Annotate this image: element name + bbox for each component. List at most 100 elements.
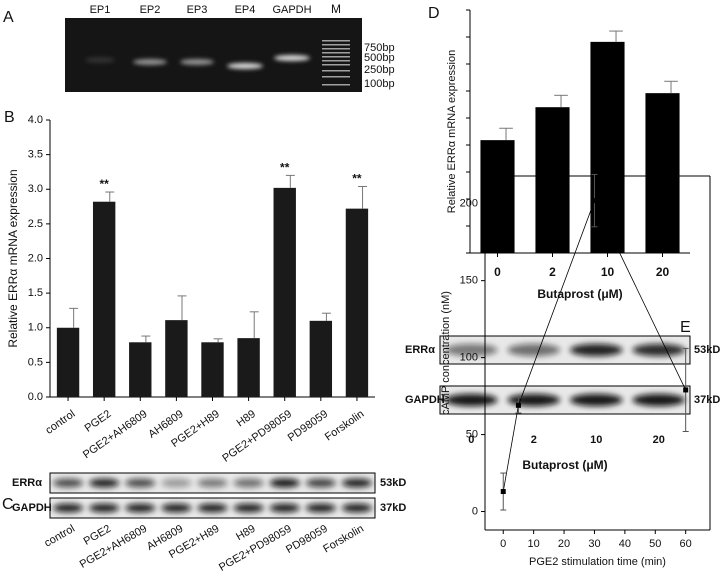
panel-letter: C bbox=[2, 496, 14, 513]
blot-band bbox=[52, 478, 84, 488]
bar bbox=[345, 208, 369, 397]
blot-band bbox=[632, 343, 685, 357]
bar bbox=[309, 320, 333, 397]
blot-band bbox=[305, 478, 337, 488]
marker-label: 750bp bbox=[364, 42, 395, 54]
blot-band bbox=[341, 503, 373, 513]
blot-band bbox=[570, 393, 623, 407]
bar bbox=[590, 41, 625, 253]
panel-letter: D bbox=[428, 5, 440, 22]
blot-band bbox=[125, 503, 156, 513]
marker-label: 100bp bbox=[364, 78, 395, 90]
gel-band bbox=[133, 59, 167, 65]
bar bbox=[92, 201, 116, 397]
bar bbox=[535, 107, 570, 253]
blot-band bbox=[507, 393, 560, 407]
row-label: GAPDH bbox=[12, 502, 52, 514]
x-tick-label: H89 bbox=[235, 408, 258, 429]
y-tick-label: 2.0 bbox=[28, 252, 43, 264]
blot-band bbox=[125, 478, 156, 488]
size-label: 37kD bbox=[694, 394, 720, 406]
lane-label: EP1 bbox=[90, 4, 111, 16]
x-tick-label: 30 bbox=[588, 538, 600, 550]
blot-band bbox=[341, 478, 373, 488]
data-line bbox=[502, 199, 687, 492]
blot-band bbox=[269, 503, 300, 513]
blot-band bbox=[570, 343, 623, 357]
lane-label: PD98059 bbox=[284, 523, 330, 556]
panel-letter: E bbox=[680, 319, 691, 336]
blot-band bbox=[161, 478, 192, 488]
lane-label: M bbox=[331, 2, 341, 16]
x-tick-label: 2 bbox=[549, 265, 556, 279]
x-tick-label: PD98059 bbox=[286, 408, 330, 444]
bar bbox=[165, 320, 188, 397]
data-point bbox=[515, 402, 521, 408]
lane-label: GAPDH bbox=[272, 4, 311, 16]
panel-letter: A bbox=[3, 9, 14, 26]
ladder-band bbox=[322, 52, 350, 54]
y-tick-label: 1.5 bbox=[28, 287, 43, 299]
significance: ** bbox=[280, 161, 290, 175]
blot-band bbox=[305, 503, 337, 513]
x-tick-label: 10 bbox=[601, 265, 615, 279]
blot-band bbox=[89, 478, 120, 488]
x-tick-label: 40 bbox=[619, 538, 631, 550]
x-tick-label: 0 bbox=[500, 538, 506, 550]
y-tick-label: 2.5 bbox=[28, 218, 43, 230]
blot-band bbox=[52, 503, 84, 513]
blot-band bbox=[161, 503, 192, 513]
data-point bbox=[683, 387, 689, 393]
lane-label: EP3 bbox=[187, 4, 208, 16]
lane-label: 2 bbox=[531, 434, 537, 446]
lane-label: 10 bbox=[590, 434, 602, 446]
x-tick-label: control bbox=[44, 408, 78, 437]
y-tick-label: 150 bbox=[460, 275, 478, 287]
bar bbox=[645, 93, 680, 253]
gel bbox=[65, 18, 362, 92]
size-label: 53kD bbox=[694, 344, 720, 356]
blot-band bbox=[233, 478, 264, 488]
lane-label: EP2 bbox=[140, 4, 161, 16]
blot-band bbox=[233, 503, 264, 513]
gel-band bbox=[274, 55, 310, 61]
blot-band bbox=[197, 478, 228, 488]
bar bbox=[56, 327, 80, 397]
x-tick-label: 20 bbox=[558, 538, 570, 550]
x-tick-label: PGE2+AH6809 bbox=[81, 408, 150, 461]
axis-title: PGE2 stimulation time (min) bbox=[529, 556, 666, 568]
x-tick-label: PGE2+PD98059 bbox=[220, 408, 294, 465]
size-label: 53kD bbox=[380, 477, 406, 489]
ladder-band bbox=[322, 56, 350, 58]
y-tick-label: 0 bbox=[472, 505, 478, 517]
blot-band bbox=[507, 343, 560, 357]
y-tick-label: 3.5 bbox=[28, 149, 43, 161]
ladder-band bbox=[322, 70, 350, 72]
axis-title: Butaprost (μM) bbox=[537, 287, 622, 301]
blot-band bbox=[632, 393, 685, 407]
ladder-band bbox=[322, 64, 350, 66]
gel-band bbox=[85, 57, 115, 63]
axis-title: Relative ERRα mRNA expression bbox=[446, 50, 458, 213]
lane-label: control bbox=[42, 523, 77, 550]
marker-label: 250bp bbox=[364, 64, 395, 76]
axis-title: cAMP concentration (nM) bbox=[440, 291, 452, 415]
x-tick-label: Forskolin bbox=[323, 408, 366, 443]
y-tick-label: 100 bbox=[460, 352, 478, 364]
blot-band bbox=[197, 503, 228, 513]
blot-band bbox=[445, 343, 498, 357]
y-tick-label: 0.0 bbox=[28, 391, 43, 403]
x-tick-label: 60 bbox=[680, 538, 692, 550]
lane-label: EP4 bbox=[235, 4, 256, 16]
x-tick-label: 10 bbox=[528, 538, 540, 550]
row-label: ERRα bbox=[405, 344, 435, 356]
blot-band bbox=[269, 478, 300, 488]
gel-band bbox=[180, 59, 214, 65]
y-tick-label: 3.0 bbox=[28, 183, 43, 195]
ladder-band bbox=[322, 40, 350, 42]
axis-title: Butaprost (μM) bbox=[522, 458, 607, 472]
ladder-band bbox=[322, 44, 350, 46]
lane-label: 0 bbox=[468, 434, 474, 446]
y-tick-label: 0.5 bbox=[28, 356, 43, 368]
